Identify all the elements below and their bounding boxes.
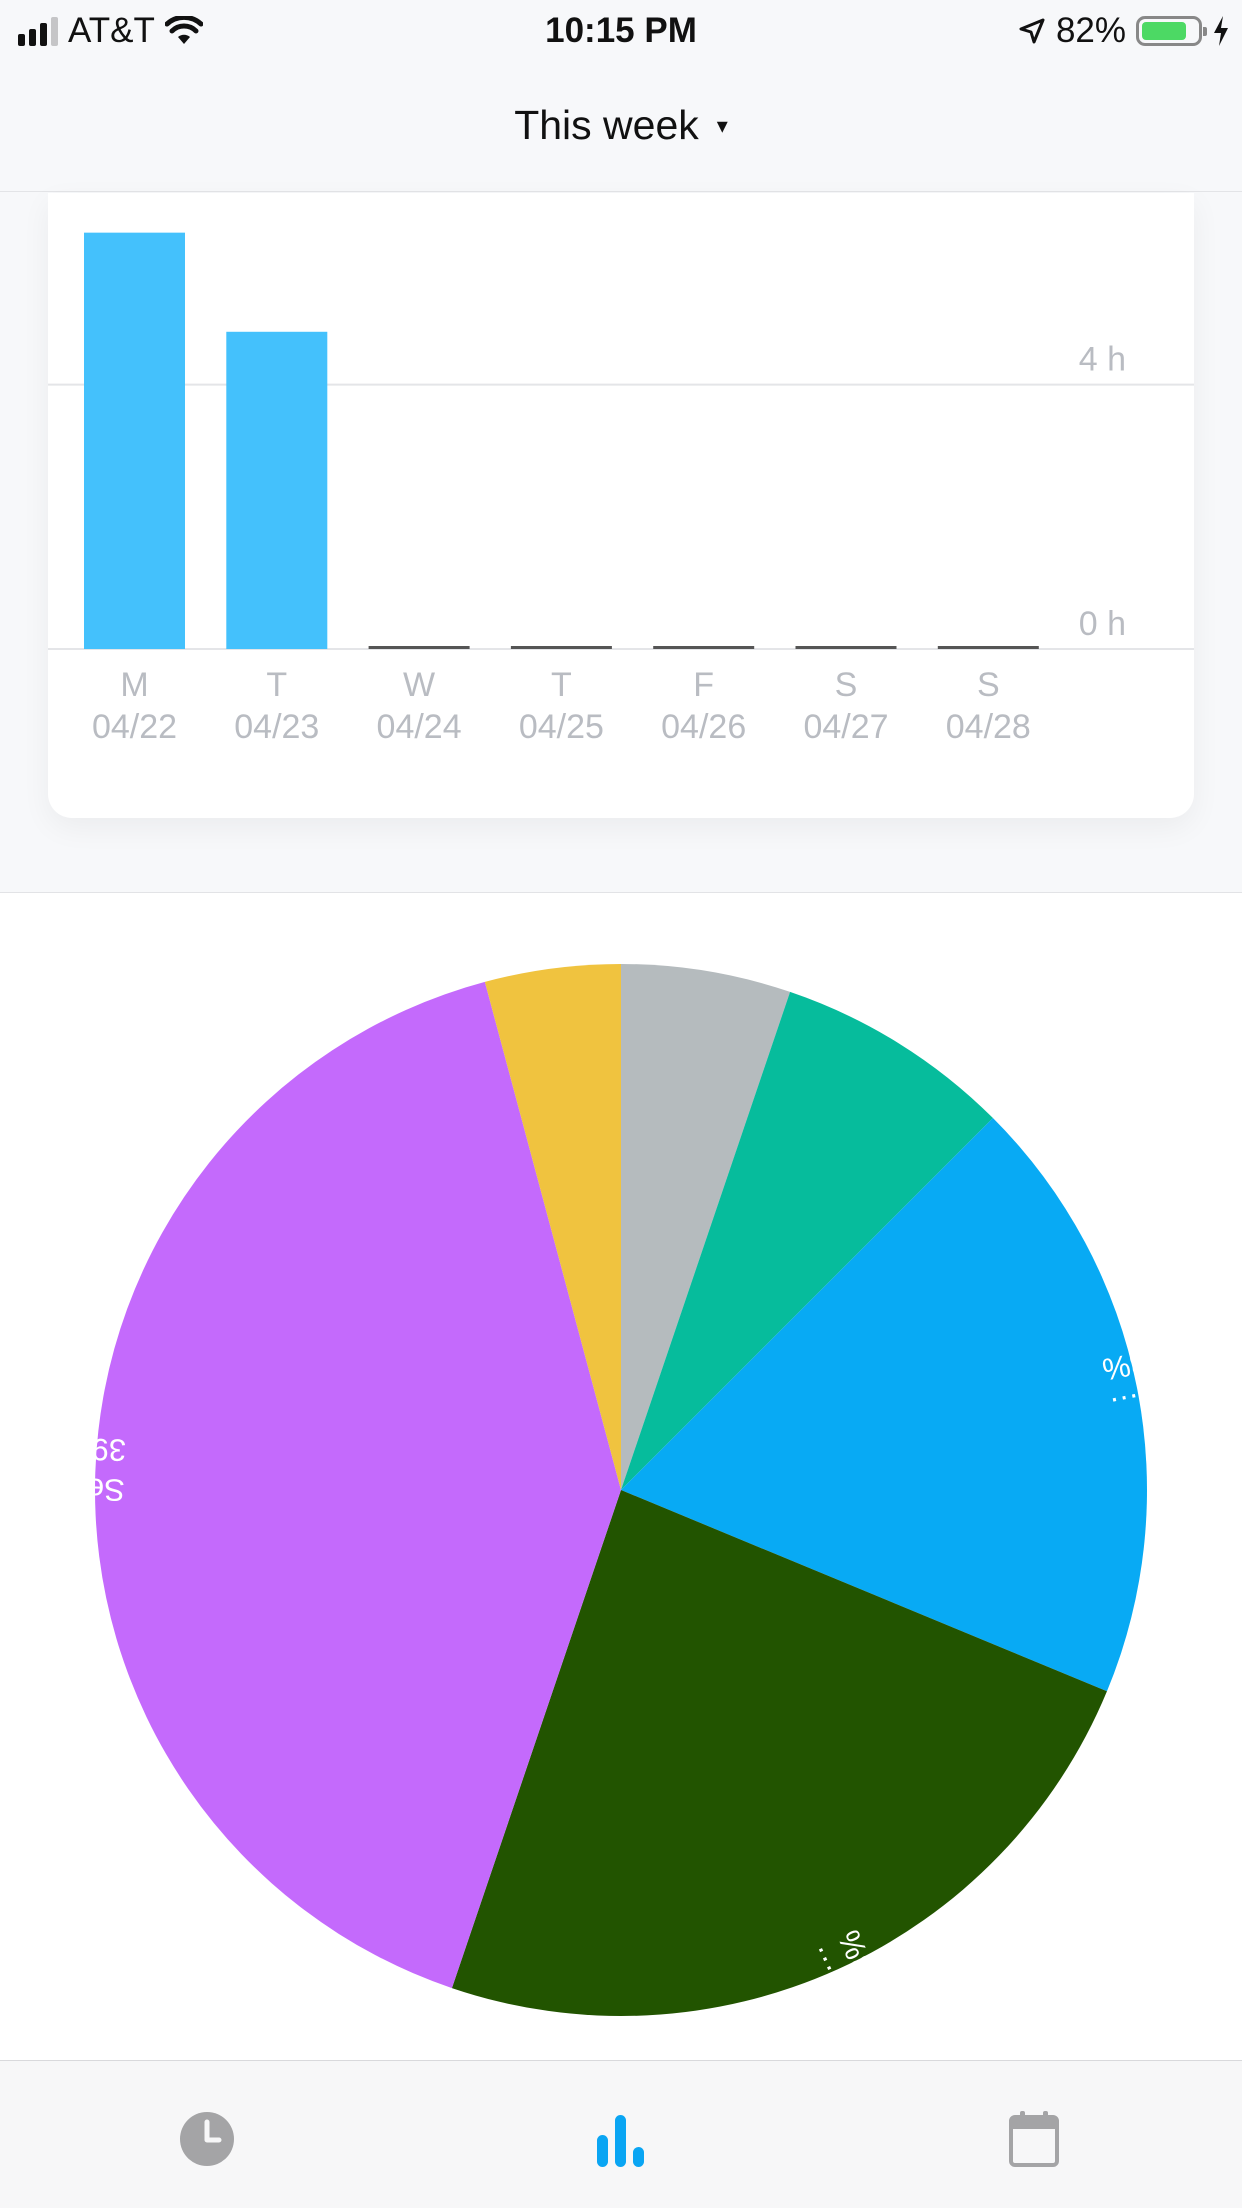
- wifi-icon: [164, 16, 203, 44]
- bar-empty: [368, 646, 470, 649]
- section-divider: [0, 892, 1242, 893]
- period-selector[interactable]: This week ▾: [0, 100, 1242, 151]
- x-tick-day: T: [266, 666, 287, 704]
- pie-chart-section: Savage Charm Ma…18% Not For A Momen…23% Se…: [0, 893, 1242, 2060]
- calendar-icon: [1009, 2111, 1059, 2167]
- x-tick-date: 04/27: [803, 708, 888, 746]
- period-title: This week: [514, 102, 699, 148]
- weekly-bar-chart: 0 h 4 h M 04/22 T 04/23 W 04/24 T 04/25 F 04/26 S 04/…: [48, 232, 1194, 746]
- x-tick-day: W: [403, 666, 435, 704]
- status-bar: AT&T 10:15 PM 82%: [0, 0, 1242, 62]
- x-tick-day: T: [551, 666, 572, 704]
- pie-slice-label: Savage Charm Ma…18%: [1099, 1336, 1242, 1427]
- pie-slice-label: Second Chances:…39%: [0, 1431, 127, 1508]
- battery-percent: 82%: [1055, 11, 1126, 50]
- x-tick-date: 04/22: [92, 708, 177, 746]
- tab-calendar[interactable]: [1005, 2109, 1065, 2169]
- battery-fill: [1142, 22, 1187, 40]
- pie-slice: [621, 1118, 1147, 1692]
- nav-header: This week ▾: [0, 62, 1242, 192]
- x-tick-day: M: [120, 666, 148, 704]
- x-tick-day: S: [835, 666, 858, 704]
- status-time: 10:15 PM: [545, 11, 697, 50]
- x-tick-date: 04/23: [234, 708, 319, 746]
- x-tick-day: F: [693, 666, 714, 704]
- bar: [226, 331, 328, 649]
- y-tick-label: 0 h: [1079, 605, 1126, 643]
- bar-chart-icon: [597, 2115, 644, 2167]
- pie-slice: [621, 964, 791, 1490]
- pie-label-percent: 39%: [63, 1431, 126, 1468]
- chevron-down-icon: ▾: [716, 113, 728, 138]
- bar-empty: [653, 646, 755, 649]
- pie-slice: [94, 981, 621, 1989]
- location-arrow-icon: [1019, 18, 1045, 44]
- pie-slice: [451, 1490, 1107, 2016]
- x-tick-date: 04/26: [661, 708, 746, 746]
- carrier-label: AT&T: [68, 11, 155, 50]
- tab-timer[interactable]: [177, 2109, 237, 2169]
- clock-icon: [180, 2112, 234, 2166]
- tab-stats[interactable]: [591, 2109, 651, 2169]
- status-left: AT&T: [18, 10, 203, 52]
- signal-icon: [18, 16, 58, 46]
- status-right: 82%: [1018, 10, 1230, 52]
- bar-empty: [937, 646, 1039, 649]
- weekly-bar-chart-card: 0 h 4 h M 04/22 T 04/23 W 04/24 T 04/25 F 04/26 S 04/…: [48, 193, 1194, 818]
- y-tick-label: 4 h: [1079, 341, 1126, 379]
- project-pie-chart: Savage Charm Ma…18% Not For A Momen…23% Se…: [0, 964, 1242, 2060]
- bar: [84, 232, 185, 650]
- pie-slice-label: Not For A Momen…23%: [795, 1925, 939, 2060]
- x-tick-day: S: [977, 666, 1000, 704]
- bar-empty: [795, 646, 897, 649]
- pie-slice: [621, 991, 993, 1490]
- battery-icon: [1136, 16, 1207, 46]
- x-tick-date: 04/25: [519, 708, 604, 746]
- tab-bar: [0, 2060, 1242, 2208]
- bar-empty: [510, 646, 612, 649]
- pie-slice: [484, 964, 621, 1490]
- x-tick-date: 04/28: [946, 708, 1031, 746]
- charging-bolt-icon: [1214, 16, 1228, 46]
- x-tick-date: 04/24: [377, 708, 462, 746]
